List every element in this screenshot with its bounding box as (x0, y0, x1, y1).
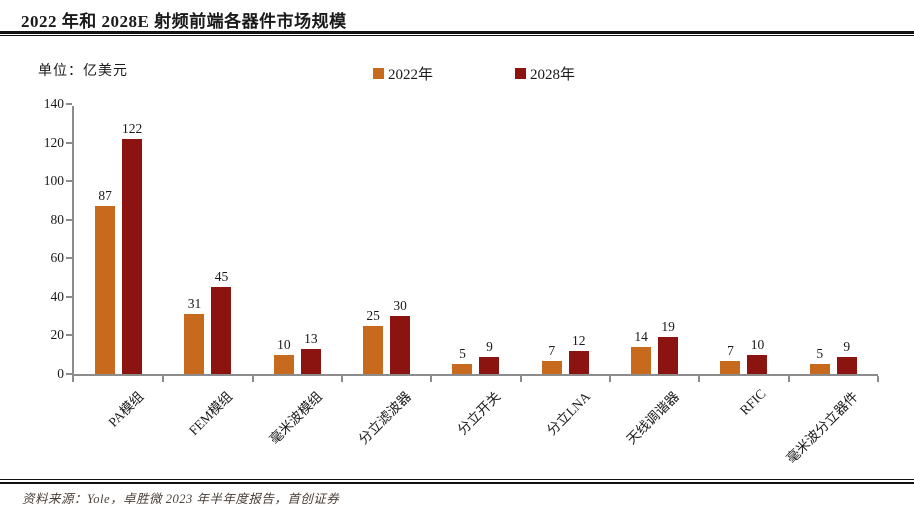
bar-2028年: 9 (479, 339, 500, 374)
x-axis-category-label: 分立滤波器 (355, 388, 415, 448)
y-axis-tick (66, 141, 72, 144)
y-axis-tick (66, 180, 72, 183)
bar-2028年: 9 (836, 339, 857, 374)
legend-item-2022: 2022年 (373, 63, 433, 84)
bar-value-label: 19 (661, 319, 675, 335)
x-axis-category-label: 毫米波模组 (266, 388, 325, 448)
bar-2022年: 87 (95, 188, 116, 374)
y-axis-tick-label: 120 (43, 134, 64, 150)
bar-value-label: 5 (816, 346, 824, 362)
x-axis-category-label: 毫米波分立器件 (783, 388, 861, 467)
category-group: 7 12 分立LNA (521, 106, 611, 438)
category-group: 5 9 分立开关 (431, 106, 522, 438)
y-axis-tick-label: 80 (50, 211, 65, 227)
x-axis-tick (698, 376, 701, 382)
y-axis-tick (66, 334, 72, 337)
bar-value-label: 30 (393, 298, 407, 314)
legend-label: 2028年 (530, 67, 576, 83)
bar-2028年: 19 (658, 319, 679, 374)
x-axis-category-label: PA模组 (105, 388, 147, 430)
bar-2022年: 7 (541, 343, 562, 374)
legend-swatch-2028 (515, 68, 527, 79)
bar-2028年: 12 (568, 333, 589, 374)
bar-2022年: 5 (809, 346, 830, 374)
bar-2022年: 25 (363, 308, 384, 374)
y-axis-extension (72, 374, 74, 382)
y-axis-tick (66, 257, 72, 260)
x-axis-tick (340, 376, 343, 382)
bar-2028年: 13 (300, 331, 321, 374)
category-group: 87 122 PA模组 (74, 106, 165, 430)
bar-2028年: 10 (747, 337, 768, 374)
bar-value-label: 12 (572, 332, 586, 348)
bar-value-label: 7 (548, 342, 556, 358)
x-axis-category-label: 天线调谐器 (623, 388, 683, 448)
bar-value-label: 9 (843, 338, 851, 354)
x-axis-tick (251, 376, 254, 382)
legend-swatch-2022 (373, 68, 384, 79)
bar-value-label: 10 (277, 336, 291, 352)
x-axis-category-label: FEM模组 (186, 388, 236, 439)
y-axis-tick (66, 373, 72, 375)
category-group: 31 45 FEM模组 (163, 106, 254, 438)
bar-2022年: 5 (452, 346, 473, 374)
source-note: 资料来源：Yole，卓胜微 2023 年半年度报告，首创证券 (22, 492, 340, 506)
x-axis-category-label: RFIC (736, 386, 769, 418)
footer-divider (0, 479, 914, 484)
category-group: 14 19 天线调谐器 (610, 106, 701, 447)
bar-value-label: 10 (750, 336, 765, 352)
y-axis-tick-label: 100 (43, 173, 64, 189)
bar-value-label: 45 (214, 269, 229, 285)
bar-value-label: 87 (98, 188, 112, 204)
bar-value-label: 13 (304, 330, 318, 346)
category-group: 25 30 分立滤波器 (342, 106, 433, 447)
category-group: 10 13 毫米波模组 (253, 106, 343, 447)
bar-2022年: 10 (273, 337, 294, 374)
y-axis-tick-label: 40 (50, 288, 65, 304)
bar-value-label: 5 (459, 346, 466, 362)
category-group: 5 9 毫米波分立器件 (783, 106, 879, 466)
page-title: 2022 年和 2028E 射频前端各器件市场规模 (21, 12, 347, 31)
title-divider (0, 31, 914, 36)
x-axis-tick (787, 376, 790, 382)
bar-groups: 87 122 PA模组 31 45 FEM模组 10 13 毫米波模组 25 30 分立滤波器 5 9 分立… (74, 106, 879, 466)
legend-label: 2022年 (388, 67, 434, 83)
unit-label: 单位：亿美元 (38, 64, 128, 79)
x-axis-tick (876, 376, 879, 382)
bar-value-label: 122 (122, 120, 143, 136)
y-axis-tick (66, 218, 72, 221)
chart-legend: 2022年 2028年 (373, 63, 575, 84)
bar-2028年: 30 (390, 298, 411, 374)
bar-value-label: 9 (486, 338, 493, 354)
bar-2028年: 45 (211, 269, 232, 374)
bar-2022年: 14 (631, 329, 652, 374)
x-axis-tick (519, 376, 522, 382)
y-axis-tick-label: 20 (50, 327, 65, 343)
x-axis-tick (430, 376, 433, 382)
plot-area: 87 122 PA模组 31 45 FEM模组 10 13 毫米波模组 25 30 分立滤波器 5 9 分立… (44, 96, 879, 466)
bar-2022年: 7 (720, 343, 741, 374)
y-axis-tick-label: 140 (43, 96, 64, 111)
category-group: 7 10 RFIC (699, 106, 790, 418)
legend-item-2028: 2028年 (515, 63, 575, 84)
bar-2028年: 122 (122, 121, 142, 374)
x-axis-tick (162, 376, 165, 382)
x-axis-tick (608, 376, 611, 382)
bar-value-label: 31 (187, 296, 202, 312)
y-axis-tick (66, 295, 72, 298)
bar-2022年: 31 (184, 296, 205, 374)
bar-value-label: 25 (366, 307, 380, 323)
y-axis-tick (66, 103, 72, 105)
bar-value-label: 14 (634, 329, 648, 344)
x-axis-category-label: 分立开关 (454, 388, 504, 438)
y-axis-tick-label: 0 (57, 366, 64, 381)
x-axis-category-label: 分立LNA (543, 388, 593, 439)
bar-value-label: 7 (727, 342, 734, 358)
y-axis-tick-label: 60 (50, 250, 65, 266)
